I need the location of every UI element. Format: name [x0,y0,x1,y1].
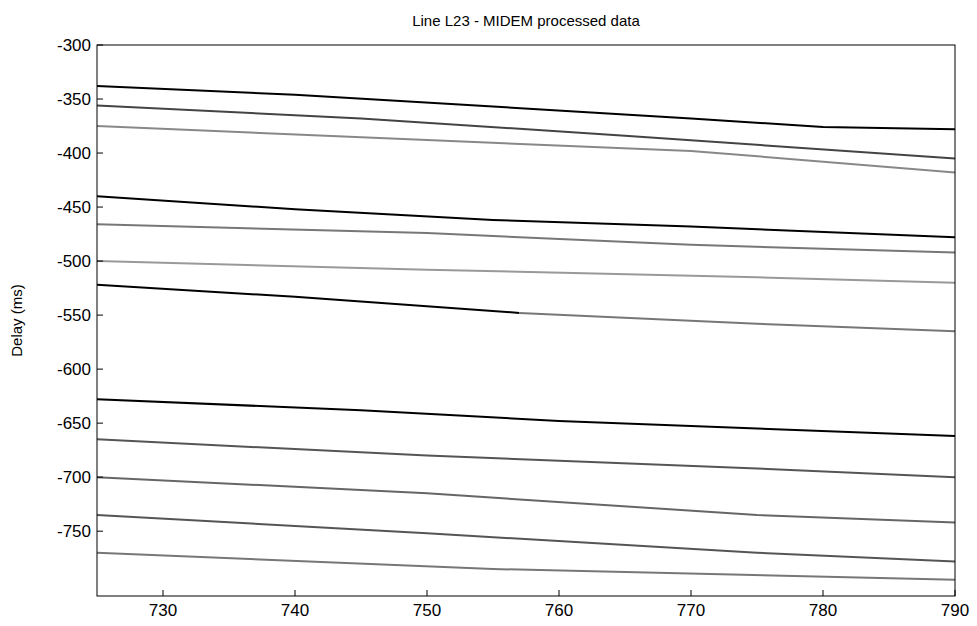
x-tick-label: 750 [413,601,441,620]
y-tick [97,45,103,46]
reflector-line [97,224,955,252]
title: Line L23 - MIDEM processed data [412,12,640,29]
plot-area [97,86,955,580]
reflector-line [97,477,955,522]
x-tick-label: 730 [149,601,177,620]
x-tick [955,590,956,596]
reflector-line [97,126,955,172]
y-tick-label: -350 [57,90,91,109]
y-tick-label: -500 [57,252,91,271]
y-tick-label: -750 [57,522,91,541]
reflector-line [97,196,955,237]
x-tick [559,590,560,596]
x-tick [427,590,428,596]
reflector-line [97,285,519,313]
y-tick-label: -450 [57,198,91,217]
x-tick-label: 740 [281,601,309,620]
y-tick [97,207,103,208]
y-tick-label: -700 [57,468,91,487]
x-tick-label: 790 [941,601,969,620]
reflector-line [97,515,955,561]
x-tick [295,590,296,596]
y-axis-title: Delay (ms) [8,284,25,357]
y-tick [97,369,103,370]
y-tick [97,315,103,316]
plot-frame [97,45,955,596]
y-tick [97,261,103,262]
reflector-line [97,553,955,580]
x-tick [691,590,692,596]
y-tick-label: -600 [57,360,91,379]
y-tick-label: -300 [57,36,91,55]
y-tick-label: -400 [57,144,91,163]
x-tick [163,590,164,596]
y-tick-label: -650 [57,414,91,433]
chart: 730 740 750 760 770 780 790 -300 -350 -400 -450 -50… [0,0,977,626]
x-tick-label: 760 [545,601,573,620]
y-tick-label: -550 [57,306,91,325]
reflector-line [97,86,955,129]
y-tick [97,99,103,100]
reflector-line [97,399,955,436]
reflector-line [97,261,955,283]
y-tick [97,477,103,478]
reflector-line [519,313,955,331]
x-tick-label: 770 [677,601,705,620]
y-tick [97,423,103,424]
y-tick [97,153,103,154]
reflector-line [97,439,955,477]
x-tick [823,590,824,596]
x-tick-label: 780 [809,601,837,620]
y-tick [97,531,103,532]
